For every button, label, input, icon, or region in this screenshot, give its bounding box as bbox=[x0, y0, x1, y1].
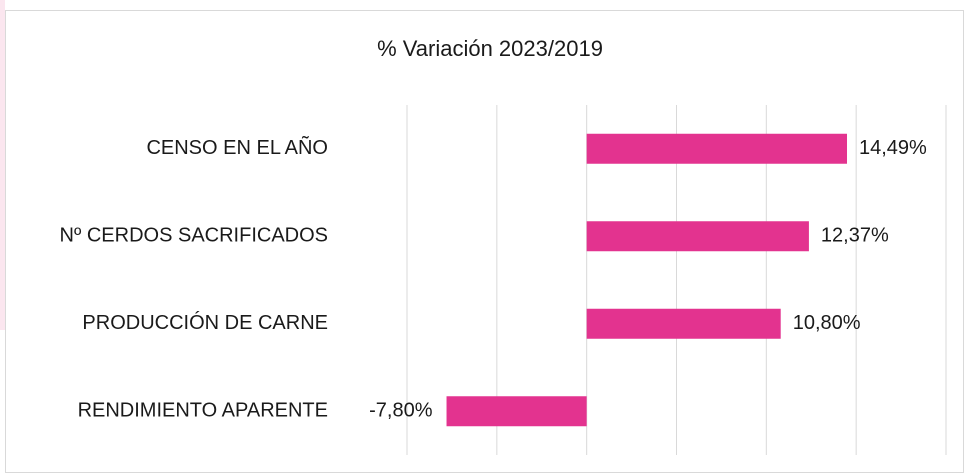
data-label: -7,80% bbox=[369, 400, 433, 422]
bar bbox=[446, 396, 587, 427]
chart-title: % Variación 2023/2019 bbox=[377, 36, 603, 61]
category-label: PRODUCCIÓN DE CARNE bbox=[82, 311, 328, 334]
category-label: RENDIMIENTO APARENTE bbox=[78, 400, 328, 422]
data-label: 14,49% bbox=[859, 137, 927, 159]
bar bbox=[586, 221, 809, 252]
background-strip bbox=[0, 0, 5, 330]
bar bbox=[586, 133, 848, 164]
category-label: CENSO EN EL AÑO bbox=[146, 135, 328, 159]
bar bbox=[586, 308, 781, 339]
category-label: Nº CERDOS SACRIFICADOS bbox=[60, 225, 328, 247]
data-label: 10,80% bbox=[793, 312, 861, 334]
data-label: 12,37% bbox=[821, 225, 889, 247]
